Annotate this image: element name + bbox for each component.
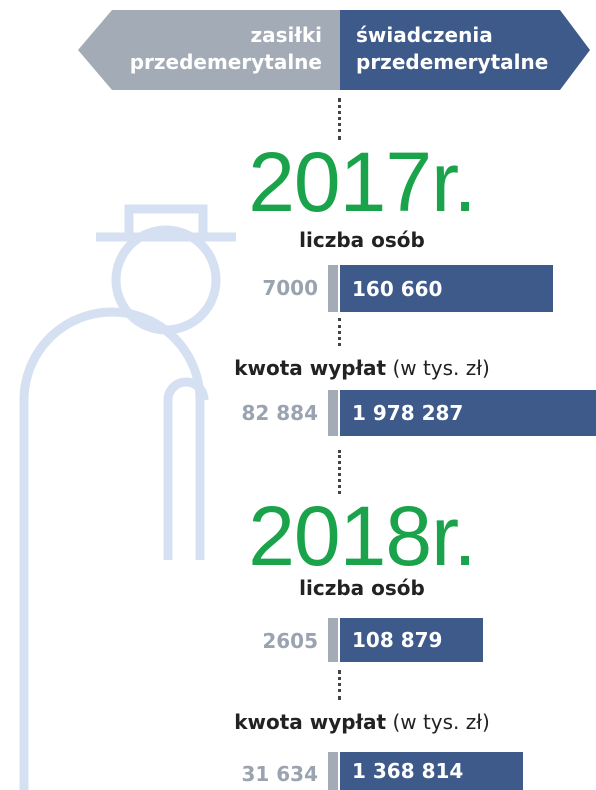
header-text: zasiłki <box>110 22 322 49</box>
year: 2018r. <box>64 494 596 578</box>
header-text: przedemerytalne <box>356 49 576 76</box>
label-text: liczba osób <box>299 228 425 252</box>
dotted-line <box>338 318 341 346</box>
count-label: liczba osób <box>64 228 596 252</box>
label-note: (w tys. zł) <box>392 356 489 380</box>
header-left: zasiłki przedemerytalne <box>110 22 322 76</box>
benefit-bar: 108 879 <box>340 618 483 662</box>
label-text: kwota wypłat <box>234 710 386 734</box>
count-label: liczba osób <box>64 576 596 600</box>
label-text: kwota wypłat <box>234 356 386 380</box>
amount-label: kwota wypłat (w tys. zł) <box>64 710 596 734</box>
benefit-bar: 160 660 <box>340 265 553 312</box>
header-text: przedemerytalne <box>110 49 322 76</box>
benefit-value: 108 879 <box>352 628 442 652</box>
header-right: świadczenia przedemerytalne <box>356 22 576 76</box>
page: zasiłki przedemerytalne świadczenia prze… <box>0 0 596 790</box>
year: 2017r. <box>64 140 596 224</box>
benefit-value: 1 978 287 <box>352 401 463 425</box>
allowance-strip <box>328 390 338 436</box>
benefit-bar: 1 978 287 <box>340 390 596 436</box>
dotted-line <box>338 450 341 494</box>
label-note: (w tys. zł) <box>392 710 489 734</box>
allowance-value: 2605 <box>118 629 318 653</box>
amount-label: kwota wypłat (w tys. zł) <box>64 356 596 380</box>
allowance-strip <box>328 618 338 662</box>
benefit-bar: 1 368 814 <box>340 752 523 790</box>
benefit-value: 160 660 <box>352 277 442 301</box>
label-text: liczba osób <box>299 576 425 600</box>
dotted-line <box>338 670 341 700</box>
allowance-value: 7000 <box>118 276 318 300</box>
allowance-value: 31 634 <box>118 762 318 786</box>
benefit-value: 1 368 814 <box>352 759 463 783</box>
allowance-value: 82 884 <box>118 401 318 425</box>
header-text: świadczenia <box>356 22 576 49</box>
allowance-strip <box>328 752 338 790</box>
dotted-line <box>338 98 341 140</box>
allowance-strip <box>328 265 338 312</box>
